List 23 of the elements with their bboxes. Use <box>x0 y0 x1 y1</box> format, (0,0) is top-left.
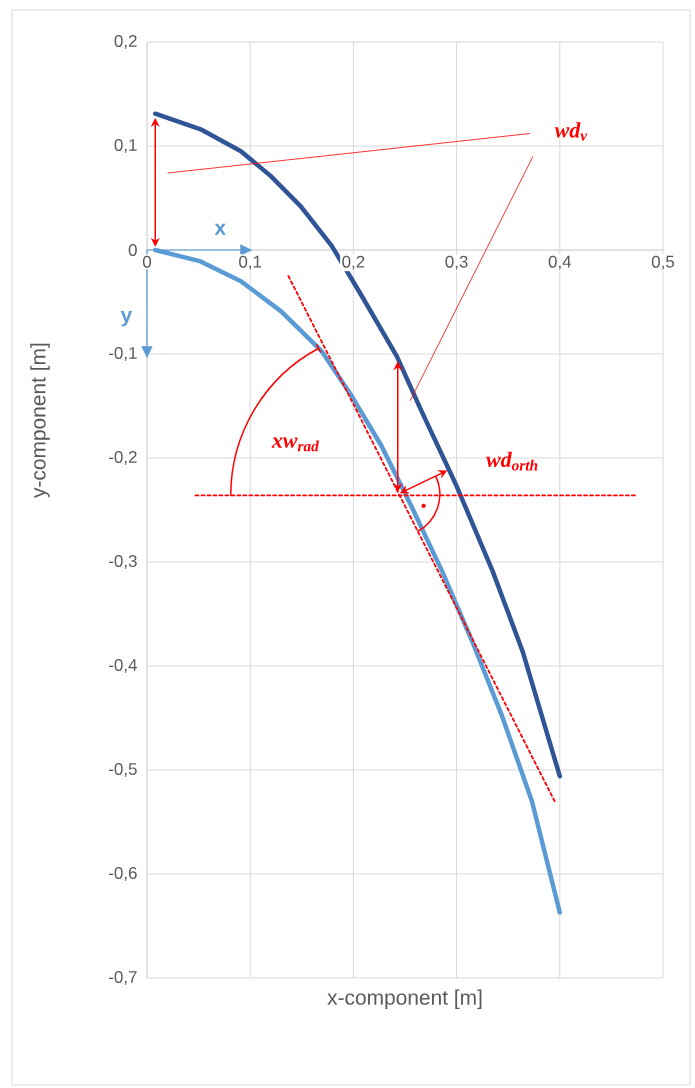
annotation: x <box>214 223 226 235</box>
x-axis-title: x-component [m] <box>327 989 482 1010</box>
annotation: wd$_{v}$ <box>554 122 588 141</box>
text: y <box>120 310 133 327</box>
y-tick-label: -0,1 <box>109 346 137 361</box>
y-tick-label: 0 <box>128 243 137 256</box>
x-tick-label: 0,4 <box>548 255 572 270</box>
y-tick-label: -0,4 <box>109 658 137 673</box>
y-axis-title: y-component [m] <box>30 343 50 498</box>
y-tick-label: -0,5 <box>109 762 137 777</box>
x-tick-label: 0 <box>142 255 152 268</box>
x-tick-label: 0,2 <box>342 255 365 270</box>
x-tick-label: 0,5 <box>651 255 675 270</box>
annotation: wd$_{orth}$ <box>486 451 538 471</box>
x-tick-label: 0,1 <box>239 255 262 270</box>
y-tick-label: -0,3 <box>109 554 137 569</box>
y-tick-label: 0,1 <box>114 138 137 153</box>
y-tick-label: 0,2 <box>114 34 137 49</box>
y-tick-label: -0,2 <box>109 450 137 465</box>
y-tick-label: -0,7 <box>109 970 137 985</box>
y-tick-label: -0,6 <box>109 866 137 881</box>
annotation: xw$_{rad}$ <box>271 437 319 452</box>
x-tick-label: 0,3 <box>445 255 468 270</box>
